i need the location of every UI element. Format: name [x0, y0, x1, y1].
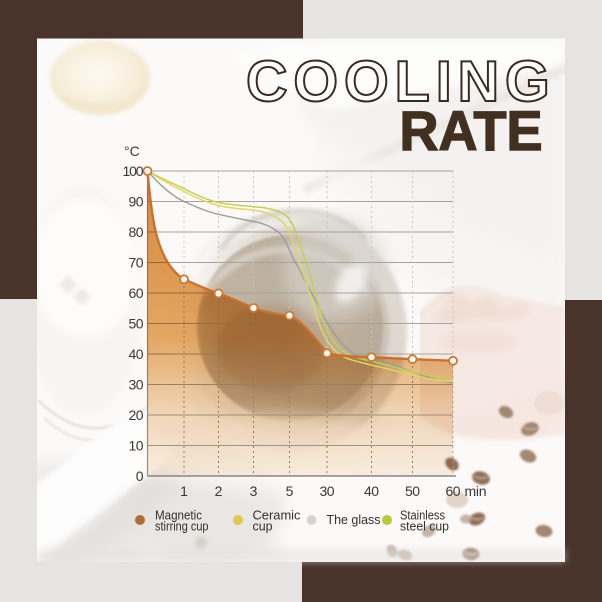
svg-text:60: 60	[129, 285, 144, 301]
svg-text:40: 40	[129, 346, 144, 362]
svg-text:5: 5	[286, 483, 294, 499]
svg-text:°C: °C	[124, 143, 140, 159]
svg-text:50: 50	[405, 483, 420, 499]
svg-text:30: 30	[320, 483, 335, 499]
svg-text:1: 1	[180, 483, 188, 499]
svg-text:Ceramic: Ceramic	[253, 508, 301, 523]
svg-text:stirring cup: stirring cup	[155, 519, 209, 534]
svg-text:50: 50	[129, 316, 144, 332]
svg-text:min: min	[465, 483, 487, 499]
svg-text:40: 40	[364, 483, 379, 499]
svg-text:90: 90	[129, 194, 144, 210]
svg-text:RATE: RATE	[400, 100, 543, 162]
svg-text:100: 100	[123, 163, 144, 179]
svg-text:0: 0	[136, 468, 144, 484]
svg-text:COOLING: COOLING	[246, 50, 556, 114]
svg-text:30: 30	[129, 377, 144, 393]
svg-text:2: 2	[215, 483, 223, 499]
svg-text:steel cup: steel cup	[400, 519, 449, 534]
svg-text:10: 10	[129, 438, 144, 454]
svg-text:The glass: The glass	[327, 512, 381, 527]
svg-text:60: 60	[446, 483, 461, 499]
svg-text:Magnetic: Magnetic	[155, 508, 202, 523]
svg-text:20: 20	[129, 407, 144, 423]
svg-text:70: 70	[129, 255, 144, 271]
svg-text:Stainless: Stainless	[400, 508, 445, 523]
svg-text:3: 3	[250, 483, 258, 499]
svg-text:cup: cup	[253, 519, 273, 534]
svg-text:80: 80	[129, 224, 144, 240]
